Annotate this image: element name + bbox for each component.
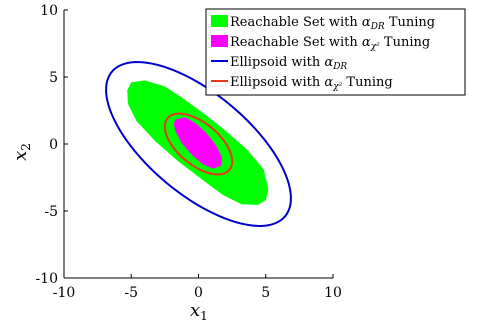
- legend-swatch-green: [211, 15, 228, 27]
- series-area-1: [173, 117, 223, 169]
- x-ticks: -10 -5 0 5 10: [53, 274, 342, 301]
- y-tick-label-0: -10: [35, 271, 58, 287]
- y-tick-label-1: -5: [44, 204, 58, 220]
- legend-label-red: Ellipsoid with αχ² Tuning: [230, 75, 393, 92]
- x-axis-label: x1: [190, 300, 208, 323]
- legend-box: [205, 8, 466, 96]
- legend: Reachable Set with αDR Tuning Reachable S…: [205, 8, 466, 96]
- x-tick-label-1: -5: [124, 285, 138, 301]
- legend-entries: Reachable Set with αDR Tuning Reachable S…: [211, 15, 435, 92]
- y-axis-label: x2: [10, 143, 33, 161]
- legend-swatch-magenta: [211, 35, 228, 47]
- legend-label-magenta: Reachable Set with αχ² Tuning: [230, 35, 430, 52]
- y-tick-label-3: 5: [49, 70, 58, 86]
- y-ticks: -10 -5 0 5 10: [35, 3, 68, 287]
- x-tick-label-2: 0: [194, 285, 203, 301]
- x-tick-label-4: 10: [324, 285, 342, 301]
- series-ellipse-2: [105, 61, 292, 227]
- legend-label-green: Reachable Set with αDR Tuning: [230, 15, 435, 32]
- plot-layer: [105, 61, 292, 227]
- x-tick-label-0: -10: [53, 285, 76, 301]
- x-tick-label-3: 5: [261, 285, 270, 301]
- series-ellipse-3: [163, 112, 234, 176]
- legend-label-blue: Ellipsoid with αDR: [230, 55, 347, 72]
- y-tick-label-2: 0: [49, 137, 58, 153]
- y-tick-label-4: 10: [40, 3, 58, 19]
